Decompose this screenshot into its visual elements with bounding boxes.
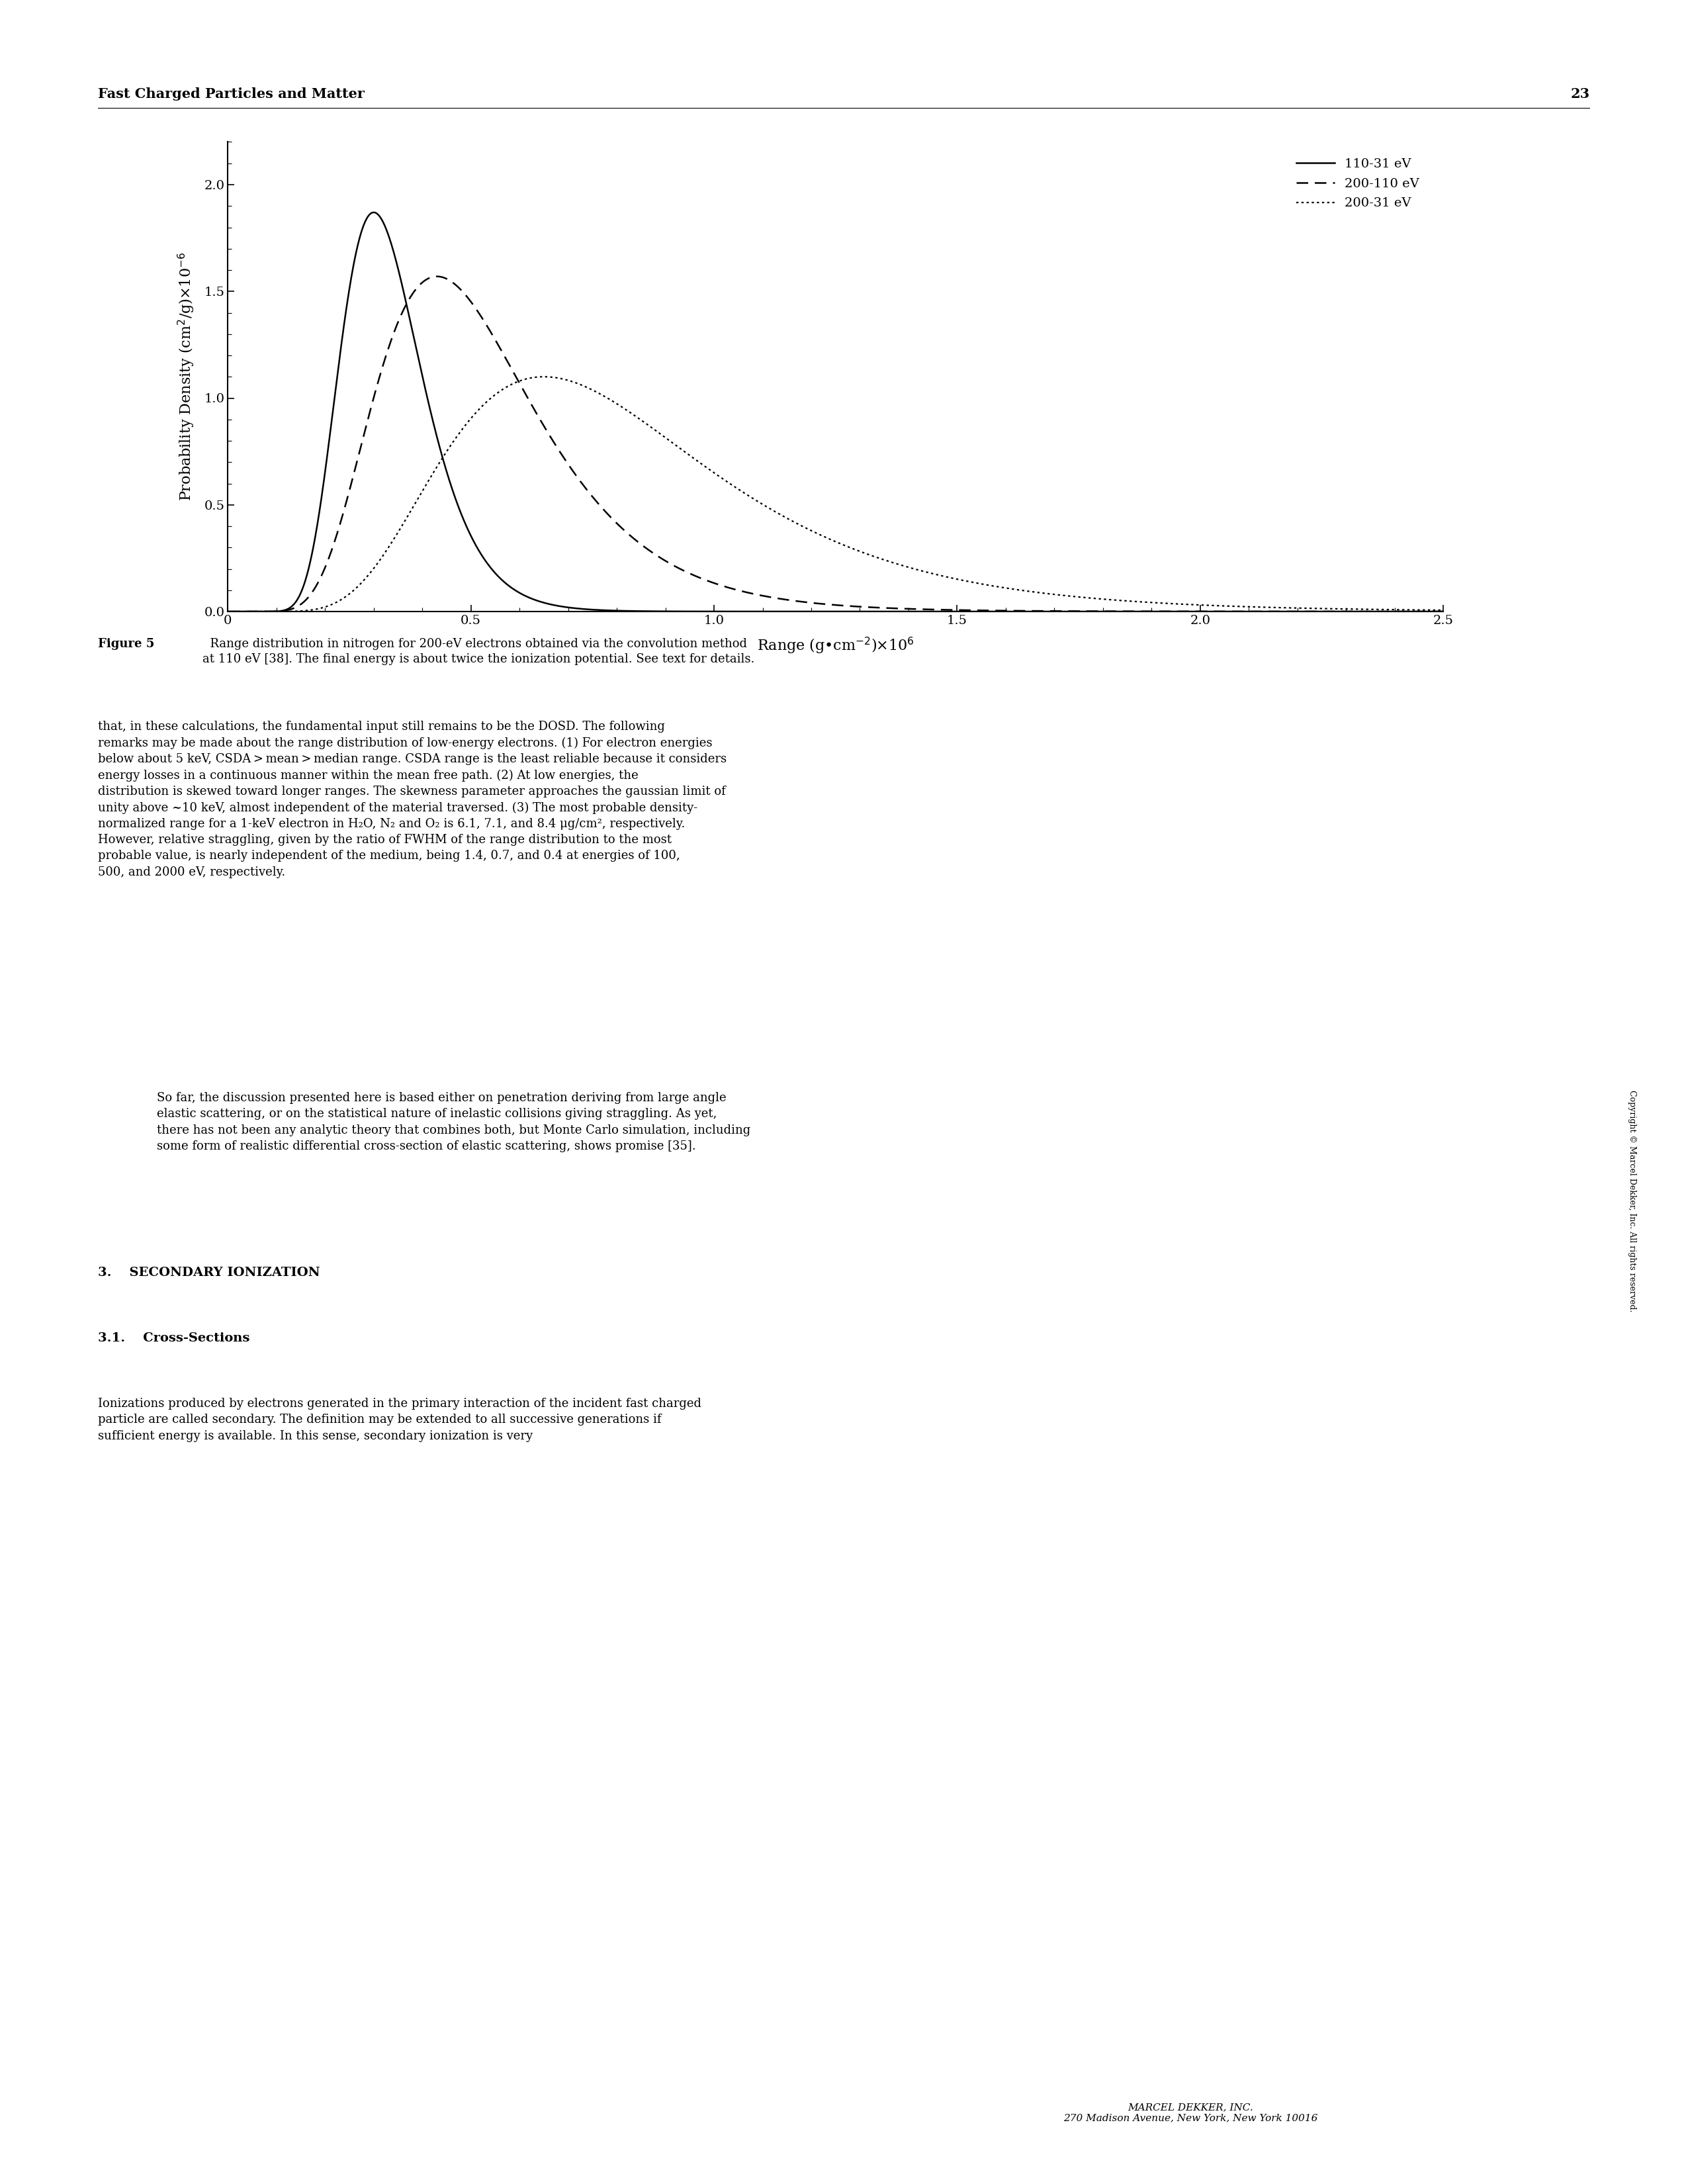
Text: Range distribution in nitrogen for 200-eV electrons obtained via the convolution: Range distribution in nitrogen for 200-e… [203, 638, 755, 666]
Text: MARCEL DEKKER, INC.
270 Madison Avenue, New York, New York 10016: MARCEL DEKKER, INC. 270 Madison Avenue, … [1063, 2103, 1318, 2123]
Text: 3.    SECONDARY IONIZATION: 3. SECONDARY IONIZATION [98, 1267, 321, 1278]
Text: Fast Charged Particles and Matter: Fast Charged Particles and Matter [98, 87, 365, 100]
Text: Ionizations produced by electrons generated in the primary interaction of the in: Ionizations produced by electrons genera… [98, 1398, 702, 1441]
Text: Copyright © Marcel Dekker, Inc. All rights reserved.: Copyright © Marcel Dekker, Inc. All righ… [1627, 1090, 1637, 1313]
Legend: 110-31 eV, 200-110 eV, 200-31 eV: 110-31 eV, 200-110 eV, 200-31 eV [1291, 153, 1425, 214]
Text: 23: 23 [1572, 87, 1590, 100]
X-axis label: Range (g•cm$^{-2}$)×10$^6$: Range (g•cm$^{-2}$)×10$^6$ [756, 636, 915, 655]
Text: 3.1.    Cross-Sections: 3.1. Cross-Sections [98, 1332, 250, 1343]
Y-axis label: Probability Density (cm$^2$/g)×10$^{-6}$: Probability Density (cm$^2$/g)×10$^{-6}$ [177, 251, 197, 502]
Text: that, in these calculations, the fundamental input still remains to be the DOSD.: that, in these calculations, the fundame… [98, 721, 726, 878]
Text: So far, the discussion presented here is based either on penetration deriving fr: So far, the discussion presented here is… [157, 1092, 751, 1153]
Text: Figure 5: Figure 5 [98, 638, 154, 649]
